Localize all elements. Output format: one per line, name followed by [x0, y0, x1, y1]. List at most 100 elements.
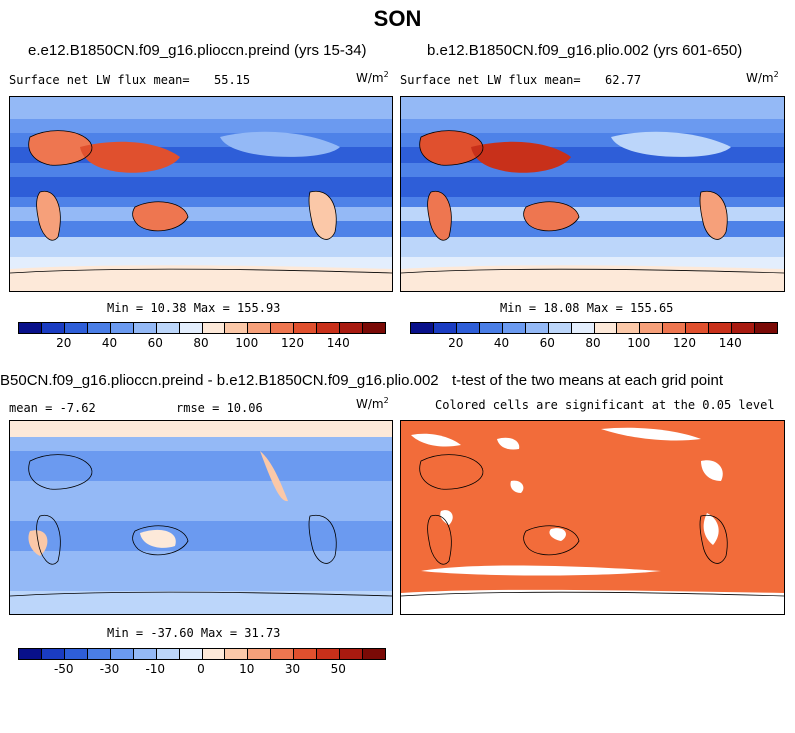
panel3-map-plot — [10, 421, 392, 614]
panel2-stat-label: Surface net LW flux mean= — [400, 73, 581, 87]
panel1-colorbar-swatch-4 — [110, 323, 134, 333]
panel3-colorbar-swatch-7 — [179, 649, 203, 659]
panel1-colorbar-swatch-13 — [317, 323, 341, 333]
panel1-colorbar-tick: 20 — [56, 336, 72, 350]
panel2-colorbar — [410, 322, 778, 334]
panel2-colorbar-swatch-4 — [502, 323, 526, 333]
figure-title: SON — [373, 6, 422, 31]
panel3-colorbar-swatch-15 — [363, 649, 385, 659]
panel1-colorbar — [18, 322, 386, 334]
panel1-colorbar-swatch-10 — [248, 323, 272, 333]
panel3-colorbar-tick: 0 — [197, 662, 205, 676]
panel3-colorbar-swatch-4 — [110, 649, 134, 659]
panel3-colorbar-tick: 30 — [284, 662, 301, 676]
panel3-colorbar-swatch-14 — [340, 649, 364, 659]
panel3-units: W/m2 — [356, 396, 389, 411]
panel2-colorbar-tick: 60 — [539, 336, 555, 350]
panel3-colorbar-swatch-5 — [133, 649, 157, 659]
panel2-colorbar-swatch-10 — [640, 323, 664, 333]
panel2-colorbar-swatch-9 — [617, 323, 641, 333]
panel2-colorbar-swatch-11 — [663, 323, 687, 333]
panel2-colorbar-swatch-13 — [709, 323, 733, 333]
panel2-colorbar-swatch-1 — [433, 323, 457, 333]
panel3-title: B50CN.f09_g16.pliocсn.preind - b.e12.B18… — [0, 372, 439, 389]
panel1-colorbar-swatch-9 — [225, 323, 249, 333]
panel1-colorbar-tick: 100 — [235, 336, 259, 350]
panel4-subtitle: Colored cells are significant at the 0.0… — [435, 398, 775, 412]
panel1-colorbar-swatch-14 — [340, 323, 364, 333]
panel1-colorbar-tick: 80 — [193, 336, 209, 350]
panel3-colorbar-tick: -30 — [99, 662, 120, 676]
panel3-map — [9, 420, 393, 615]
panel1-minmax: Min = 10.38 Max = 155.93 — [107, 301, 281, 315]
panel1-colorbar-tick: 140 — [326, 336, 350, 350]
panel2-colorbar-tick: 80 — [585, 336, 601, 350]
panel2-colorbar-swatch-2 — [456, 323, 480, 333]
panel2-colorbar-swatch-3 — [479, 323, 503, 333]
panel1-colorbar-swatch-12 — [294, 323, 318, 333]
panel1-colorbar-swatch-11 — [271, 323, 295, 333]
panel3-colorbar-swatch-11 — [271, 649, 295, 659]
panel1-map — [9, 96, 393, 292]
panel1-colorbar-tick: 40 — [101, 336, 118, 350]
panel1-colorbar-swatch-2 — [64, 323, 88, 333]
panel1-colorbar-ticks: 20 40 60 80 100 120 140 — [18, 336, 384, 350]
panel2-colorbar-tick: 20 — [448, 336, 464, 350]
panel1-colorbar-swatch-8 — [202, 323, 226, 333]
panel1-colorbar-tick: 120 — [281, 336, 304, 350]
panel3-colorbar-swatch-6 — [156, 649, 180, 659]
panel4-map-plot — [401, 421, 784, 614]
panel3-rmse: rmse = 10.06 — [176, 401, 263, 415]
panel1-map-plot — [10, 97, 392, 291]
panel1-colorbar-swatch-7 — [179, 323, 203, 333]
panel1-stat-value: 55.15 — [214, 73, 251, 87]
panel2-colorbar-swatch-7 — [571, 323, 595, 333]
panel2-map — [400, 96, 785, 292]
panel1-units: W/m2 — [356, 70, 389, 85]
panel3-colorbar-swatch-13 — [317, 649, 341, 659]
panel2-colorbar-swatch-14 — [732, 323, 756, 333]
panel4-map — [400, 420, 785, 615]
panel1-colorbar-swatch-0 — [19, 323, 42, 333]
panel2-title: b.e12.B1850CN.f09_g16.plio.002 (yrs 601-… — [427, 42, 743, 59]
panel1-colorbar-swatch-1 — [41, 323, 65, 333]
panel3-colorbar-swatch-8 — [202, 649, 226, 659]
panel2-colorbar-ticks: 20 40 60 80 100 120 140 — [410, 336, 776, 350]
panel3-colorbar-tick: -10 — [145, 662, 166, 676]
panel4-title: t-test of the two means at each grid poi… — [452, 372, 723, 389]
panel2-map-plot — [401, 97, 784, 291]
panel1-colorbar-swatch-3 — [87, 323, 111, 333]
panel3-colorbar — [18, 648, 386, 660]
panel2-colorbar-tick: 100 — [627, 336, 651, 350]
panel2-colorbar-swatch-8 — [594, 323, 618, 333]
panel3-colorbar-ticks: -50 -30 -10 0 10 30 50 — [18, 662, 384, 676]
panel2-units: W/m2 — [746, 70, 779, 85]
panel3-colorbar-swatch-12 — [294, 649, 318, 659]
panel2-minmax: Min = 18.08 Max = 155.65 — [500, 301, 674, 315]
panel3-colorbar-swatch-0 — [19, 649, 42, 659]
panel1-colorbar-tick: 60 — [147, 336, 163, 350]
panel2-colorbar-tick: 140 — [718, 336, 742, 350]
panel3-colorbar-tick: -50 — [53, 662, 74, 676]
panel2-stat-value: 62.77 — [605, 73, 642, 87]
panel2-colorbar-swatch-12 — [686, 323, 710, 333]
panel1-stat-label: Surface net LW flux mean= — [9, 73, 190, 87]
panel1-colorbar-swatch-15 — [363, 323, 385, 333]
panel1-colorbar-swatch-6 — [156, 323, 180, 333]
panel3-colorbar-swatch-3 — [87, 649, 111, 659]
panel3-colorbar-swatch-2 — [64, 649, 88, 659]
panel3-minmax: Min = -37.60 Max = 31.73 — [107, 626, 281, 640]
panel3-mean: mean = -7.62 — [9, 401, 96, 415]
panel2-colorbar-tick: 40 — [493, 336, 510, 350]
panel2-colorbar-swatch-5 — [525, 323, 549, 333]
panel3-colorbar-swatch-10 — [248, 649, 272, 659]
panel3-colorbar-tick: 50 — [330, 662, 346, 676]
panel2-colorbar-swatch-15 — [755, 323, 777, 333]
panel3-colorbar-tick: 10 — [239, 662, 255, 676]
panel2-colorbar-tick: 120 — [673, 336, 696, 350]
panel1-colorbar-swatch-5 — [133, 323, 157, 333]
panel3-colorbar-swatch-9 — [225, 649, 249, 659]
panel2-colorbar-swatch-6 — [548, 323, 572, 333]
panel1-title: e.e12.B1850CN.f09_g16.pliocсn.preind (yr… — [28, 42, 367, 59]
panel3-colorbar-swatch-1 — [41, 649, 65, 659]
